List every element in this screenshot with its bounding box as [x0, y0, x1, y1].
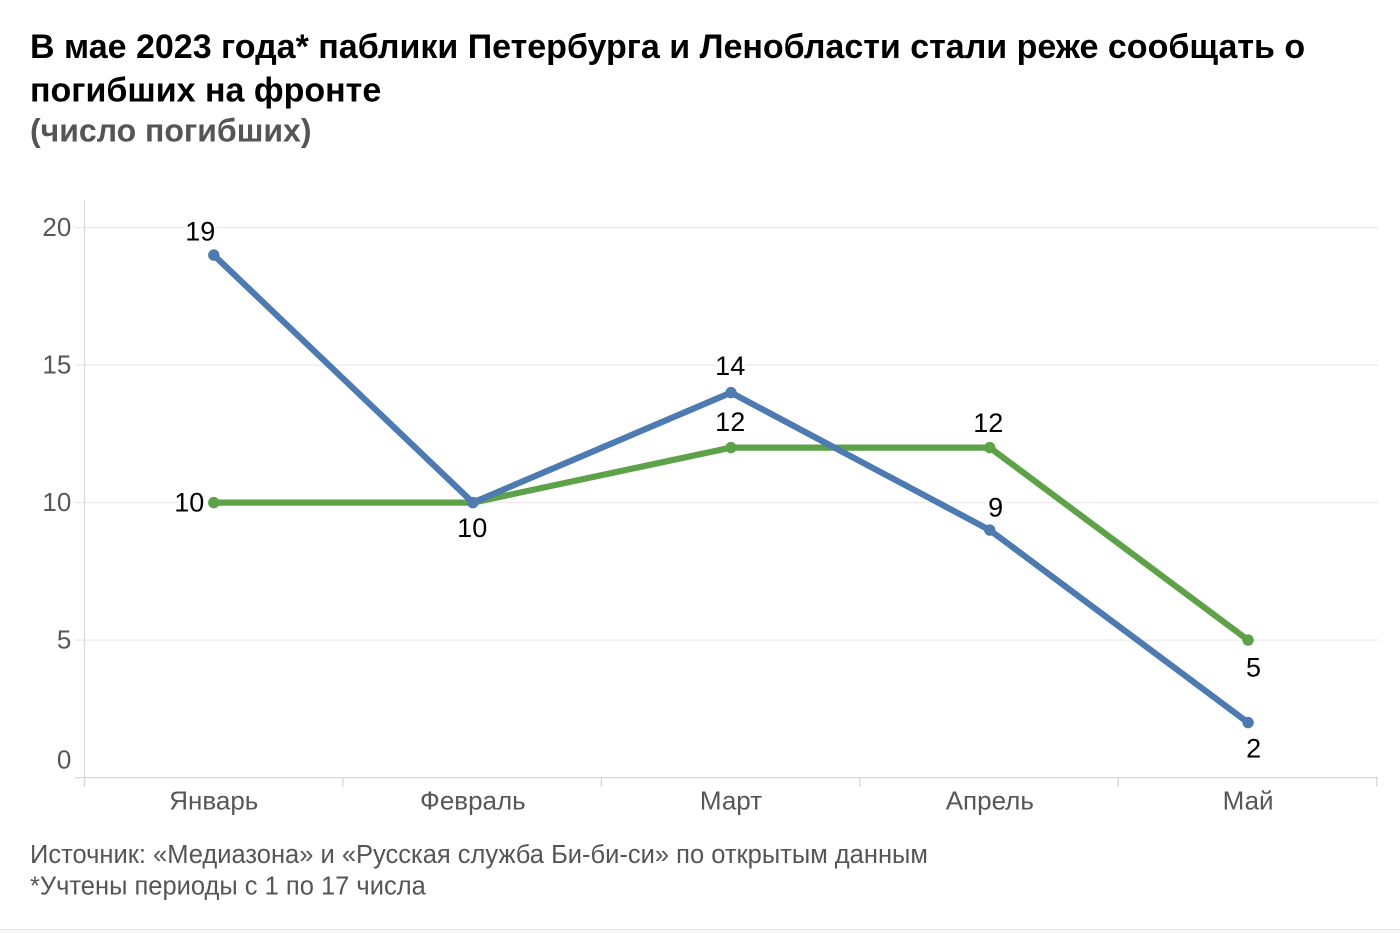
svg-text:5: 5 [1246, 652, 1261, 682]
svg-text:0: 0 [57, 744, 71, 774]
svg-text:10: 10 [42, 487, 71, 517]
svg-text:(число погибших): (число погибших) [30, 113, 311, 149]
svg-text:20: 20 [42, 212, 71, 242]
svg-text:Источник: «Медиазона» и «Русск: Источник: «Медиазона» и «Русская служба … [30, 841, 928, 869]
svg-text:погибших на фронте: погибших на фронте [30, 72, 381, 110]
svg-text:Апрель: Апрель [946, 786, 1034, 816]
svg-text:19: 19 [185, 217, 215, 247]
svg-text:15: 15 [42, 349, 71, 379]
svg-text:Май: Май [1223, 786, 1274, 816]
svg-text:12: 12 [715, 407, 745, 437]
svg-text:Февраль: Февраль [420, 786, 526, 816]
svg-text:Март: Март [700, 786, 762, 816]
svg-text:Январь: Январь [169, 786, 258, 816]
svg-text:14: 14 [715, 351, 745, 381]
svg-text:В мае 2023 года* паблики Петер: В мае 2023 года* паблики Петербурга и Ле… [30, 28, 1305, 66]
svg-text:2: 2 [1246, 733, 1261, 763]
svg-text:9: 9 [988, 493, 1003, 523]
svg-text:5: 5 [57, 624, 71, 654]
svg-text:10: 10 [174, 488, 204, 518]
svg-text:12: 12 [973, 408, 1003, 438]
svg-text:10: 10 [457, 513, 487, 543]
svg-text:*Учтены периоды с 1 по 17 числ: *Учтены периоды с 1 по 17 числа [30, 873, 427, 901]
